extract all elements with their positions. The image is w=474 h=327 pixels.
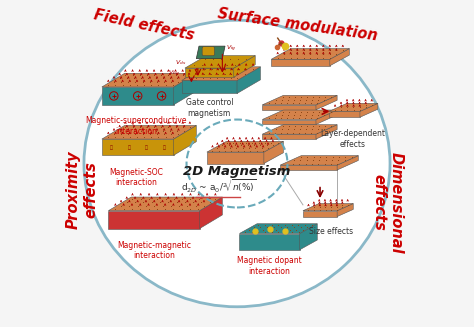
Polygon shape bbox=[182, 67, 260, 80]
Polygon shape bbox=[196, 46, 225, 59]
Polygon shape bbox=[271, 48, 349, 59]
Polygon shape bbox=[316, 95, 337, 110]
Polygon shape bbox=[237, 67, 260, 94]
Polygon shape bbox=[280, 165, 337, 170]
Polygon shape bbox=[207, 152, 264, 164]
Polygon shape bbox=[262, 95, 337, 105]
Polygon shape bbox=[303, 203, 353, 211]
Text: Magnetic-SOC
interaction: Magnetic-SOC interaction bbox=[109, 168, 163, 187]
Text: 2D Magnetism: 2D Magnetism bbox=[183, 165, 291, 178]
Polygon shape bbox=[300, 224, 317, 250]
Polygon shape bbox=[329, 112, 360, 117]
Text: Magnetic-superconductive
interaction: Magnetic-superconductive interaction bbox=[85, 116, 187, 136]
Text: Proximity
effects: Proximity effects bbox=[66, 150, 99, 229]
Text: d$_{2D}$ ~ a$_0$/$^2\!\sqrt{n(\%)}$: d$_{2D}$ ~ a$_0$/$^2\!\sqrt{n(\%)}$ bbox=[182, 178, 257, 195]
Text: 一: 一 bbox=[163, 145, 166, 150]
Polygon shape bbox=[185, 68, 234, 77]
Polygon shape bbox=[262, 134, 316, 139]
Polygon shape bbox=[239, 233, 300, 250]
Text: Dimensional
effects: Dimensional effects bbox=[371, 152, 404, 253]
Polygon shape bbox=[234, 56, 255, 77]
Text: Magnetic-magnetic
interaction: Magnetic-magnetic interaction bbox=[117, 241, 191, 260]
Polygon shape bbox=[271, 59, 330, 66]
Polygon shape bbox=[102, 73, 196, 87]
Text: Layer-dependent
effects: Layer-dependent effects bbox=[320, 129, 385, 149]
Text: Size effects: Size effects bbox=[310, 227, 354, 236]
Ellipse shape bbox=[84, 20, 390, 307]
Polygon shape bbox=[182, 80, 237, 94]
Polygon shape bbox=[185, 56, 255, 68]
Polygon shape bbox=[337, 203, 353, 216]
Polygon shape bbox=[316, 110, 337, 125]
Polygon shape bbox=[173, 125, 196, 155]
Text: Surface modulation: Surface modulation bbox=[216, 7, 378, 44]
Polygon shape bbox=[109, 211, 200, 229]
Polygon shape bbox=[207, 141, 283, 152]
Polygon shape bbox=[262, 110, 337, 120]
Polygon shape bbox=[316, 125, 337, 139]
Polygon shape bbox=[262, 105, 316, 110]
FancyBboxPatch shape bbox=[202, 47, 215, 56]
Polygon shape bbox=[360, 103, 378, 117]
Polygon shape bbox=[102, 125, 196, 139]
Polygon shape bbox=[280, 156, 358, 165]
Polygon shape bbox=[262, 120, 316, 125]
Polygon shape bbox=[102, 139, 173, 155]
Polygon shape bbox=[337, 156, 358, 170]
Text: Magnetic dopant
interaction: Magnetic dopant interaction bbox=[237, 256, 302, 276]
Text: $V_{bg}$: $V_{bg}$ bbox=[168, 68, 180, 78]
Polygon shape bbox=[102, 87, 173, 105]
Text: $V_{tg}$: $V_{tg}$ bbox=[226, 44, 236, 54]
Polygon shape bbox=[330, 48, 349, 66]
Polygon shape bbox=[264, 141, 283, 164]
Polygon shape bbox=[329, 103, 378, 112]
Polygon shape bbox=[239, 224, 317, 233]
Text: Gate control
magnetism: Gate control magnetism bbox=[186, 98, 233, 118]
Polygon shape bbox=[262, 125, 337, 134]
Polygon shape bbox=[303, 211, 337, 216]
Text: Field effects: Field effects bbox=[92, 7, 196, 43]
Polygon shape bbox=[109, 197, 222, 211]
Text: $V_{ds}$: $V_{ds}$ bbox=[175, 58, 187, 67]
Text: 一: 一 bbox=[128, 145, 130, 150]
Text: 一: 一 bbox=[145, 145, 148, 150]
Text: 一: 一 bbox=[109, 145, 112, 150]
Polygon shape bbox=[200, 197, 222, 229]
Polygon shape bbox=[173, 73, 196, 105]
